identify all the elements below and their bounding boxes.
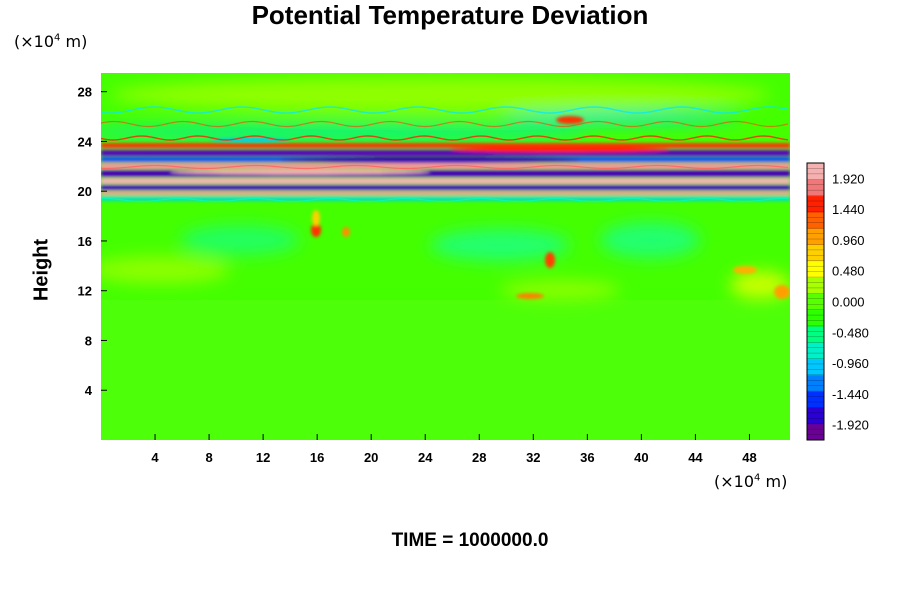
colorbar <box>806 162 825 441</box>
colorbar-segment <box>807 407 824 425</box>
x-tick-label: 28 <box>472 450 486 465</box>
colorbar-tick-label: -0.480 <box>832 325 869 340</box>
plume-orange <box>733 266 757 274</box>
y-tick-label: 20 <box>78 184 92 199</box>
plume-orange <box>342 227 350 237</box>
y-tick-label: 12 <box>78 284 92 299</box>
band-wave <box>101 106 789 114</box>
colorbar-tick-label: 1.440 <box>832 202 865 217</box>
x-tick-label: 48 <box>742 450 756 465</box>
y-tick-label: 24 <box>78 134 93 149</box>
y-axis-ticks: 4 8 12 16 20 24 28 <box>78 85 107 398</box>
x-tick-label: 12 <box>256 450 270 465</box>
heatmap-field <box>101 73 790 440</box>
upper-bright-band <box>110 77 770 113</box>
colorbar-tick-label: -1.440 <box>832 387 869 402</box>
x-axis-ticks: 4 8 12 16 20 24 28 32 36 40 44 48 <box>151 434 757 465</box>
band-wave <box>101 197 789 203</box>
plume-orange <box>516 293 544 299</box>
band-mid-pink <box>101 178 790 184</box>
mid-cyan-patch <box>600 222 700 258</box>
band-wave <box>101 135 789 141</box>
colorbar-segment <box>807 293 824 311</box>
colorbar-segment <box>807 211 824 229</box>
x-tick-label: 40 <box>634 450 648 465</box>
colorbar-frame <box>806 162 825 441</box>
y-tick-label: 4 <box>85 383 93 398</box>
plume-red <box>556 116 584 124</box>
y-tick-label: 16 <box>78 234 92 249</box>
colorbar-segment <box>807 163 824 180</box>
plume-orange <box>774 285 790 299</box>
plume-red <box>545 252 555 268</box>
plume-red <box>311 223 321 237</box>
colorbar-segment <box>807 325 824 343</box>
colorbar-segment <box>807 342 824 360</box>
colorbar-segment <box>807 277 824 294</box>
y-tick-label: 8 <box>85 333 92 348</box>
y-axis-unit: (×104 m) <box>14 32 88 51</box>
colorbar-segment <box>807 179 824 197</box>
band-streak-red <box>450 147 670 153</box>
x-tick-label: 4 <box>151 450 159 465</box>
colorbar-tick-label: 0.960 <box>832 233 865 248</box>
colorbar-segment <box>807 228 824 245</box>
colorbar-tick-label: 0.480 <box>832 264 865 279</box>
band-streak-pink <box>170 169 430 175</box>
y-tick-label: 28 <box>78 85 92 100</box>
band-mid-purple <box>101 170 790 177</box>
chart-title: Potential Temperature Deviation <box>251 0 649 30</box>
colorbar-segment <box>807 391 824 408</box>
mid-cyan-patch <box>430 229 570 261</box>
band-lower-pink <box>101 191 790 195</box>
plume-cyan <box>210 138 290 142</box>
band-core-purple <box>101 185 790 190</box>
band-upper-purple <box>101 150 790 156</box>
colorbar-segment <box>807 195 824 213</box>
colorbar-tick-label: 0.000 <box>832 295 865 310</box>
x-tick-label: 32 <box>526 450 540 465</box>
colorbar-tick-label: -1.920 <box>832 418 869 433</box>
x-tick-label: 16 <box>310 450 324 465</box>
colorbar-segment <box>807 244 824 262</box>
x-tick-label: 44 <box>688 450 703 465</box>
colorbar-segment <box>807 423 824 441</box>
band-lower-cyan <box>101 196 790 201</box>
time-annotation: TIME = 1000000.0 <box>391 530 549 551</box>
upper-cyan-band <box>101 125 590 139</box>
x-tick-label: 36 <box>580 450 594 465</box>
colorbar-tick-label: 1.920 <box>832 171 865 186</box>
x-tick-label: 20 <box>364 450 378 465</box>
x-tick-label: 24 <box>418 450 433 465</box>
band-streak-purple <box>280 157 580 163</box>
colorbar-segment <box>807 374 824 392</box>
x-axis-unit: (×104 m) <box>714 472 788 491</box>
band-wave <box>101 120 789 128</box>
colorbar-tick-label: -0.960 <box>832 356 869 371</box>
colorbar-segment <box>807 260 824 278</box>
colorbar-segment <box>807 309 824 327</box>
band-upper-red <box>101 143 790 148</box>
band-wave <box>101 164 789 170</box>
heatmap-lower-region <box>101 300 790 440</box>
plume-yellow <box>312 210 320 226</box>
x-tick-label: 8 <box>205 450 212 465</box>
colorbar-ticks: 1.920 1.440 0.960 0.480 0.000 -0.480 -0.960 -1.… <box>832 171 869 432</box>
mid-cyan-patch <box>180 225 300 255</box>
mid-yellow-patch <box>101 256 230 284</box>
colorbar-segment <box>807 358 824 376</box>
